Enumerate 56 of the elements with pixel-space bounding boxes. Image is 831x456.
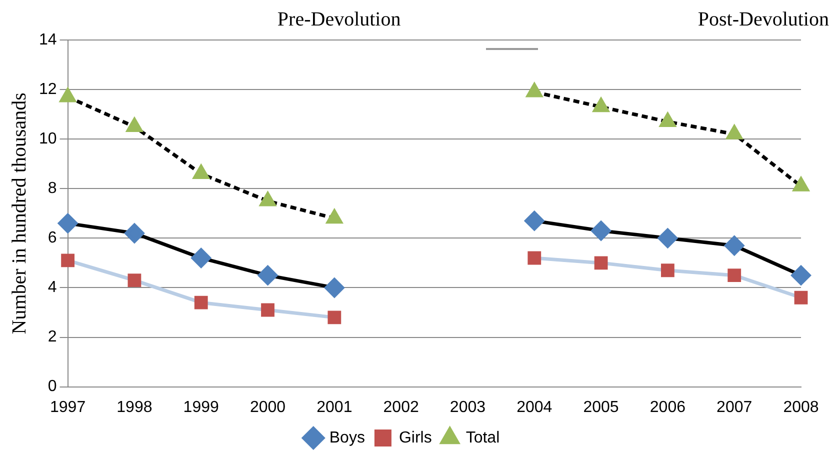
point	[193, 165, 209, 180]
text: Post-Devolution	[698, 8, 829, 30]
point	[191, 248, 211, 268]
point	[261, 303, 274, 317]
point	[528, 251, 542, 265]
point	[791, 266, 811, 286]
x-tick-label: 2006	[650, 398, 686, 416]
y-tick-label: 2	[48, 328, 57, 346]
point	[126, 118, 142, 132]
y-tick-label: 0	[48, 378, 57, 396]
y-tick-label: 6	[48, 230, 57, 247]
y-axis-title: Number in hundred thousands	[8, 92, 30, 334]
y-tick-label: 4	[48, 279, 57, 296]
x-tick-label: 2003	[450, 398, 486, 416]
y-tick-label: 12	[39, 80, 57, 98]
x-tick-label: 2005	[583, 398, 619, 416]
point	[58, 214, 78, 234]
point	[324, 278, 344, 298]
point	[658, 228, 678, 248]
point	[60, 88, 76, 102]
point	[728, 268, 742, 282]
point	[526, 83, 542, 98]
point	[593, 98, 609, 112]
point	[660, 264, 674, 278]
point	[524, 211, 544, 231]
x-tick-label: 1999	[183, 398, 220, 416]
x-tick-label: 2002	[383, 398, 419, 416]
point	[194, 296, 208, 310]
point	[594, 256, 608, 270]
point	[128, 274, 142, 287]
legend-label: Total	[466, 429, 500, 446]
point	[660, 112, 676, 127]
point	[328, 310, 342, 324]
text: Pre-Devolution	[277, 8, 401, 30]
y-tick-label: 14	[39, 31, 57, 48]
x-tick-label: 2004	[516, 398, 552, 416]
y-tick-label: 8	[48, 180, 57, 198]
point	[726, 125, 742, 140]
point	[260, 192, 276, 206]
point	[591, 220, 611, 240]
x-tick-label: 1997	[50, 398, 86, 416]
point	[258, 266, 278, 286]
x-tick-label: 2008	[783, 398, 819, 416]
point	[326, 210, 342, 224]
legend-label: Boys	[329, 429, 365, 446]
point	[724, 236, 744, 256]
x-tick-label: 1998	[116, 398, 152, 416]
legend-label: Girls	[398, 429, 432, 446]
point	[124, 223, 144, 243]
y-tick-label: 10	[39, 130, 57, 148]
x-tick-label: 2001	[316, 398, 352, 416]
x-tick-label: 2000	[250, 398, 286, 416]
point	[61, 254, 74, 268]
point	[793, 177, 809, 192]
point	[794, 290, 808, 304]
x-tick-label: 2007	[716, 398, 752, 416]
